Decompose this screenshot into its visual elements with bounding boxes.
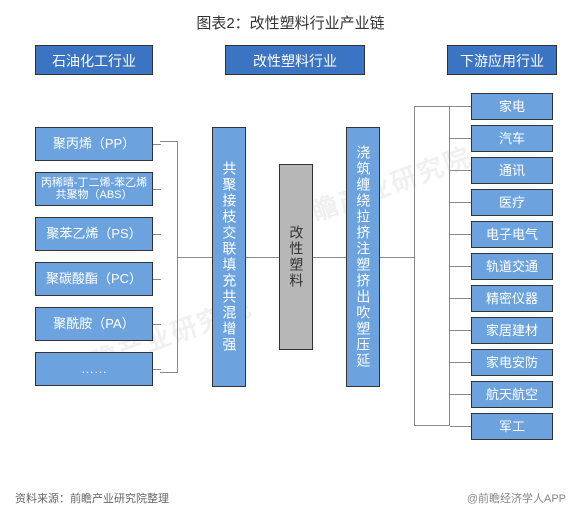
upstream-item: 聚苯乙烯（PS） bbox=[35, 217, 153, 251]
connector bbox=[153, 189, 161, 190]
column-header: 石油化工行业 bbox=[35, 45, 153, 75]
downstream-item: 医疗 bbox=[471, 189, 553, 216]
center-box: 改性塑料 bbox=[279, 164, 313, 350]
source-text: 资料来源：前瞻产业研究院整理 bbox=[15, 490, 169, 506]
upstream-item: 聚丙烯（PP） bbox=[35, 127, 153, 161]
downstream-item: 汽车 bbox=[471, 125, 553, 152]
attribution-text: @前瞻经济学人APP bbox=[467, 490, 566, 506]
downstream-item: 航天航空 bbox=[471, 381, 553, 408]
connector bbox=[153, 234, 161, 235]
connector bbox=[450, 426, 471, 427]
connector bbox=[178, 257, 212, 258]
column-headers: 石油化工行业 改性塑料行业 下游应用行业 bbox=[0, 45, 581, 79]
diagram-area: 前瞻产业研究院 前瞻产业研究院 聚丙烯（PP）丙稀晴-丁二烯-苯乙烯共聚物（AB… bbox=[0, 79, 581, 464]
downstream-item: 家电安防 bbox=[471, 349, 553, 376]
downstream-item: 通讯 bbox=[471, 157, 553, 184]
chart-title: 图表2：改性塑料行业产业链 bbox=[0, 0, 581, 45]
connector bbox=[246, 257, 279, 258]
downstream-item: 军工 bbox=[471, 413, 553, 440]
downstream-item: 家电 bbox=[471, 93, 553, 120]
connector bbox=[153, 144, 161, 145]
upstream-item: 聚酰胺（PA） bbox=[35, 307, 153, 341]
upstream-item: 丙稀晴-丁二烯-苯乙烯共聚物（ABS） bbox=[35, 172, 153, 206]
connector bbox=[380, 257, 414, 258]
bracket-right-close bbox=[414, 106, 432, 426]
bracket-left bbox=[160, 141, 178, 373]
connector bbox=[450, 170, 471, 171]
column-header: 改性塑料行业 bbox=[225, 45, 365, 75]
connector bbox=[450, 330, 471, 331]
downstream-item: 家居建材 bbox=[471, 317, 553, 344]
connector bbox=[450, 138, 471, 139]
connector bbox=[450, 234, 471, 235]
connector bbox=[450, 298, 471, 299]
process-box-2: 浇筑缠绕拉挤注塑挤出吹塑压延 bbox=[346, 127, 380, 387]
connector bbox=[153, 369, 161, 370]
connector bbox=[450, 106, 471, 107]
downstream-item: 轨道交通 bbox=[471, 253, 553, 280]
bracket-right-open bbox=[432, 106, 450, 426]
connector bbox=[450, 266, 471, 267]
connector bbox=[450, 394, 471, 395]
connector bbox=[153, 279, 161, 280]
upstream-item: …… bbox=[35, 352, 153, 386]
column-header: 下游应用行业 bbox=[447, 45, 557, 75]
connector bbox=[450, 202, 471, 203]
connector bbox=[153, 324, 161, 325]
process-box-1: 共聚接枝交联填充共混增强 bbox=[212, 127, 246, 387]
connector bbox=[313, 257, 346, 258]
downstream-item: 电子电气 bbox=[471, 221, 553, 248]
upstream-item: 聚碳酸酯（PC） bbox=[35, 262, 153, 296]
downstream-item: 精密仪器 bbox=[471, 285, 553, 312]
connector bbox=[450, 362, 471, 363]
